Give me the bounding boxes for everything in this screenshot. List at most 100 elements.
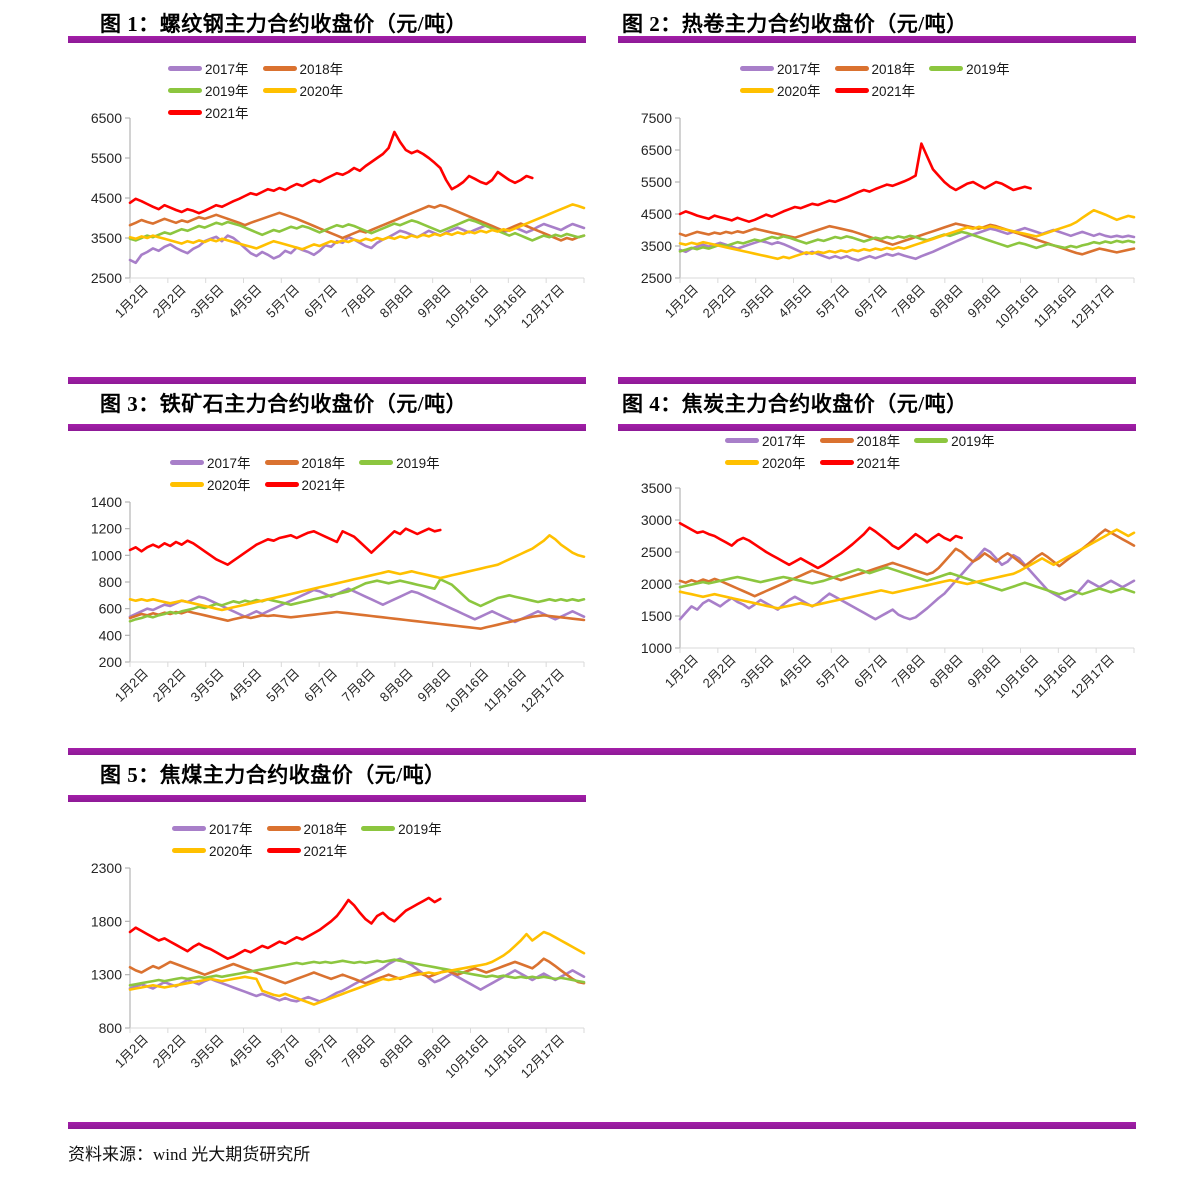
legend-item-2020年[interactable]: 2020年 [740,80,821,100]
chart-4-title: 图 4：焦炭主力合约收盘价（元/吨） [622,392,968,416]
legend-item-2018年[interactable]: 2018年 [834,58,916,78]
y-axis-tick-label: 1000 [91,547,122,563]
x-axis-tick-label: 3月5日 [737,652,776,691]
legend-item-2020年[interactable]: 2020年 [170,474,251,494]
series-line-2021年 [128,130,534,215]
x-axis-tick-label: 2月2日 [700,282,739,321]
x-axis-tick-label: 1月2日 [112,666,151,705]
series-line-2019年 [678,566,1136,596]
y-axis-tick-label: 6500 [91,112,122,126]
chart-svg: 2500 3500 4500 5500 6500 7500 1月2日2月2日3月5日4月5日… [641,112,1136,331]
y-axis-tick-label: 2500 [641,544,672,560]
legend-item-2017年[interactable]: 2017年 [725,430,806,450]
x-axis-tick-label: 6月7日 [301,1032,340,1071]
y-axis-tick-label: 6500 [641,142,672,158]
y-axis-tick-label: 3500 [91,230,122,246]
x-axis-tick-label: 4月5日 [225,666,264,705]
legend-label: 2018年 [871,62,916,77]
x-axis-tick-label: 5月7日 [813,652,852,691]
legend-label: 2019年 [205,84,249,99]
legend-item-2017年[interactable]: 2017年 [168,58,249,78]
series-line-2021年 [128,527,442,566]
legend-item-2018年[interactable]: 2018年 [262,58,344,78]
x-axis-tick-label: 1月2日 [662,282,701,321]
chart-1-legend: 2017年 2018年 2019年 2020年 2021年 [168,58,438,124]
y-axis-tick-label: 4500 [91,190,122,206]
legend-item-2020年[interactable]: 2020年 [725,452,806,472]
legend-item-2021年[interactable]: 2021年 [264,474,345,494]
legend-item-2020年[interactable]: 2020年 [262,80,343,100]
legend-swatch-icon [359,459,394,465]
series-line-2019年 [128,958,586,987]
x-axis-tick-label: 2月2日 [150,1032,189,1071]
legend-item-2020年[interactable]: 2020年 [172,840,253,860]
legend-swatch-icon [262,87,297,93]
series-line-2017年 [678,226,1136,262]
x-axis-tick-label: 2月2日 [150,666,189,705]
y-axis-tick-label: 1800 [91,913,122,929]
chart-1-plot: 2500 3500 4500 5500 6500 1月2日 2月2日 3月5日 4月5日 5月7日… [72,112,592,362]
series-line-2020年 [128,203,586,251]
legend-item-2019年[interactable]: 2019年 [929,58,1010,78]
legend-item-2021年[interactable]: 2021年 [819,452,900,472]
x-axis-tick-label: 6月7日 [851,652,890,691]
legend-label: 2019年 [966,62,1010,77]
legend-item-2019年[interactable]: 2019年 [914,430,995,450]
x-axis-tick-label: 8月8日 [927,652,966,691]
legend-item-2017年[interactable]: 2017年 [740,58,821,78]
series-line-2021年 [678,521,963,570]
legend-label: 2017年 [205,62,249,77]
chart-1-title: 图 1：螺纹钢主力合约收盘价（元/吨） [100,12,468,36]
legend-label: 2021年 [205,106,249,121]
y-axis-tick-label: 1400 [91,496,122,510]
legend-label: 2018年 [299,62,344,77]
series-line-2018年 [678,528,1136,598]
legend-label: 2019年 [951,434,995,449]
legend-item-2019年[interactable]: 2019年 [359,452,440,472]
legend-item-2017年[interactable]: 2017年 [172,818,253,838]
legend-item-2017年[interactable]: 2017年 [170,452,251,472]
x-axis-tick-label: 7月8日 [339,1032,378,1071]
legend-item-2018年[interactable]: 2018年 [819,430,900,450]
x-axis-tick-label: 6月7日 [851,282,890,321]
series-line-2017年 [128,222,586,265]
x-axis-tick-label: 7月8日 [339,666,378,705]
x-axis-tick-label: 7月8日 [889,282,928,321]
y-axis-tick-label: 800 [99,1020,123,1036]
chart-3-legend: 2017年 2018年 2019年 2020年 2021年 [170,452,455,496]
legend-label: 2017年 [209,822,253,837]
x-axis-tick-label: 8月8日 [927,282,966,321]
legend-item-2021年[interactable]: 2021年 [168,102,249,122]
legend-item-2018年[interactable]: 2018年 [266,818,347,838]
x-axis-tick-label: 4月5日 [775,282,814,321]
source-note: 资料来源：wind 光大期货研究所 [68,1145,311,1164]
legend-item-2021年[interactable]: 2021年 [266,840,347,860]
x-axis-tick-label: 6月7日 [301,666,340,705]
legend-swatch-icon [914,437,949,443]
x-axis-tick-label: 3月5日 [187,666,226,705]
divider-rule-row2-below-right [618,424,1136,431]
legend-label: 2020年 [209,844,253,859]
legend-swatch-icon [740,87,774,93]
legend-label: 2019年 [398,822,442,837]
legend-swatch-icon [725,437,759,443]
legend-item-2019年[interactable]: 2019年 [361,818,442,838]
series-line-2021年 [128,896,442,960]
divider-rule-row2-above-right [618,377,1136,384]
legend-item-2021年[interactable]: 2021年 [834,80,915,100]
x-axis-tick-label: 5月7日 [813,282,852,321]
x-axis-tick-label: 1月2日 [662,652,701,691]
y-axis-tick-label: 5500 [641,174,672,190]
legend-label: 2017年 [207,456,251,471]
legend-item-2019年[interactable]: 2019年 [168,80,249,100]
divider-rule-row2-below-left [68,424,586,431]
series-line-2021年 [678,142,1032,223]
legend-swatch-icon [266,825,301,831]
y-axis-tick-label: 600 [99,601,123,617]
x-axis-tick-label: 5月7日 [263,666,302,705]
legend-label: 2017年 [777,62,821,77]
legend-item-2018年[interactable]: 2018年 [264,452,345,472]
x-axis-tick-label: 7月8日 [889,652,928,691]
y-axis-tick-label: 2500 [91,270,122,286]
